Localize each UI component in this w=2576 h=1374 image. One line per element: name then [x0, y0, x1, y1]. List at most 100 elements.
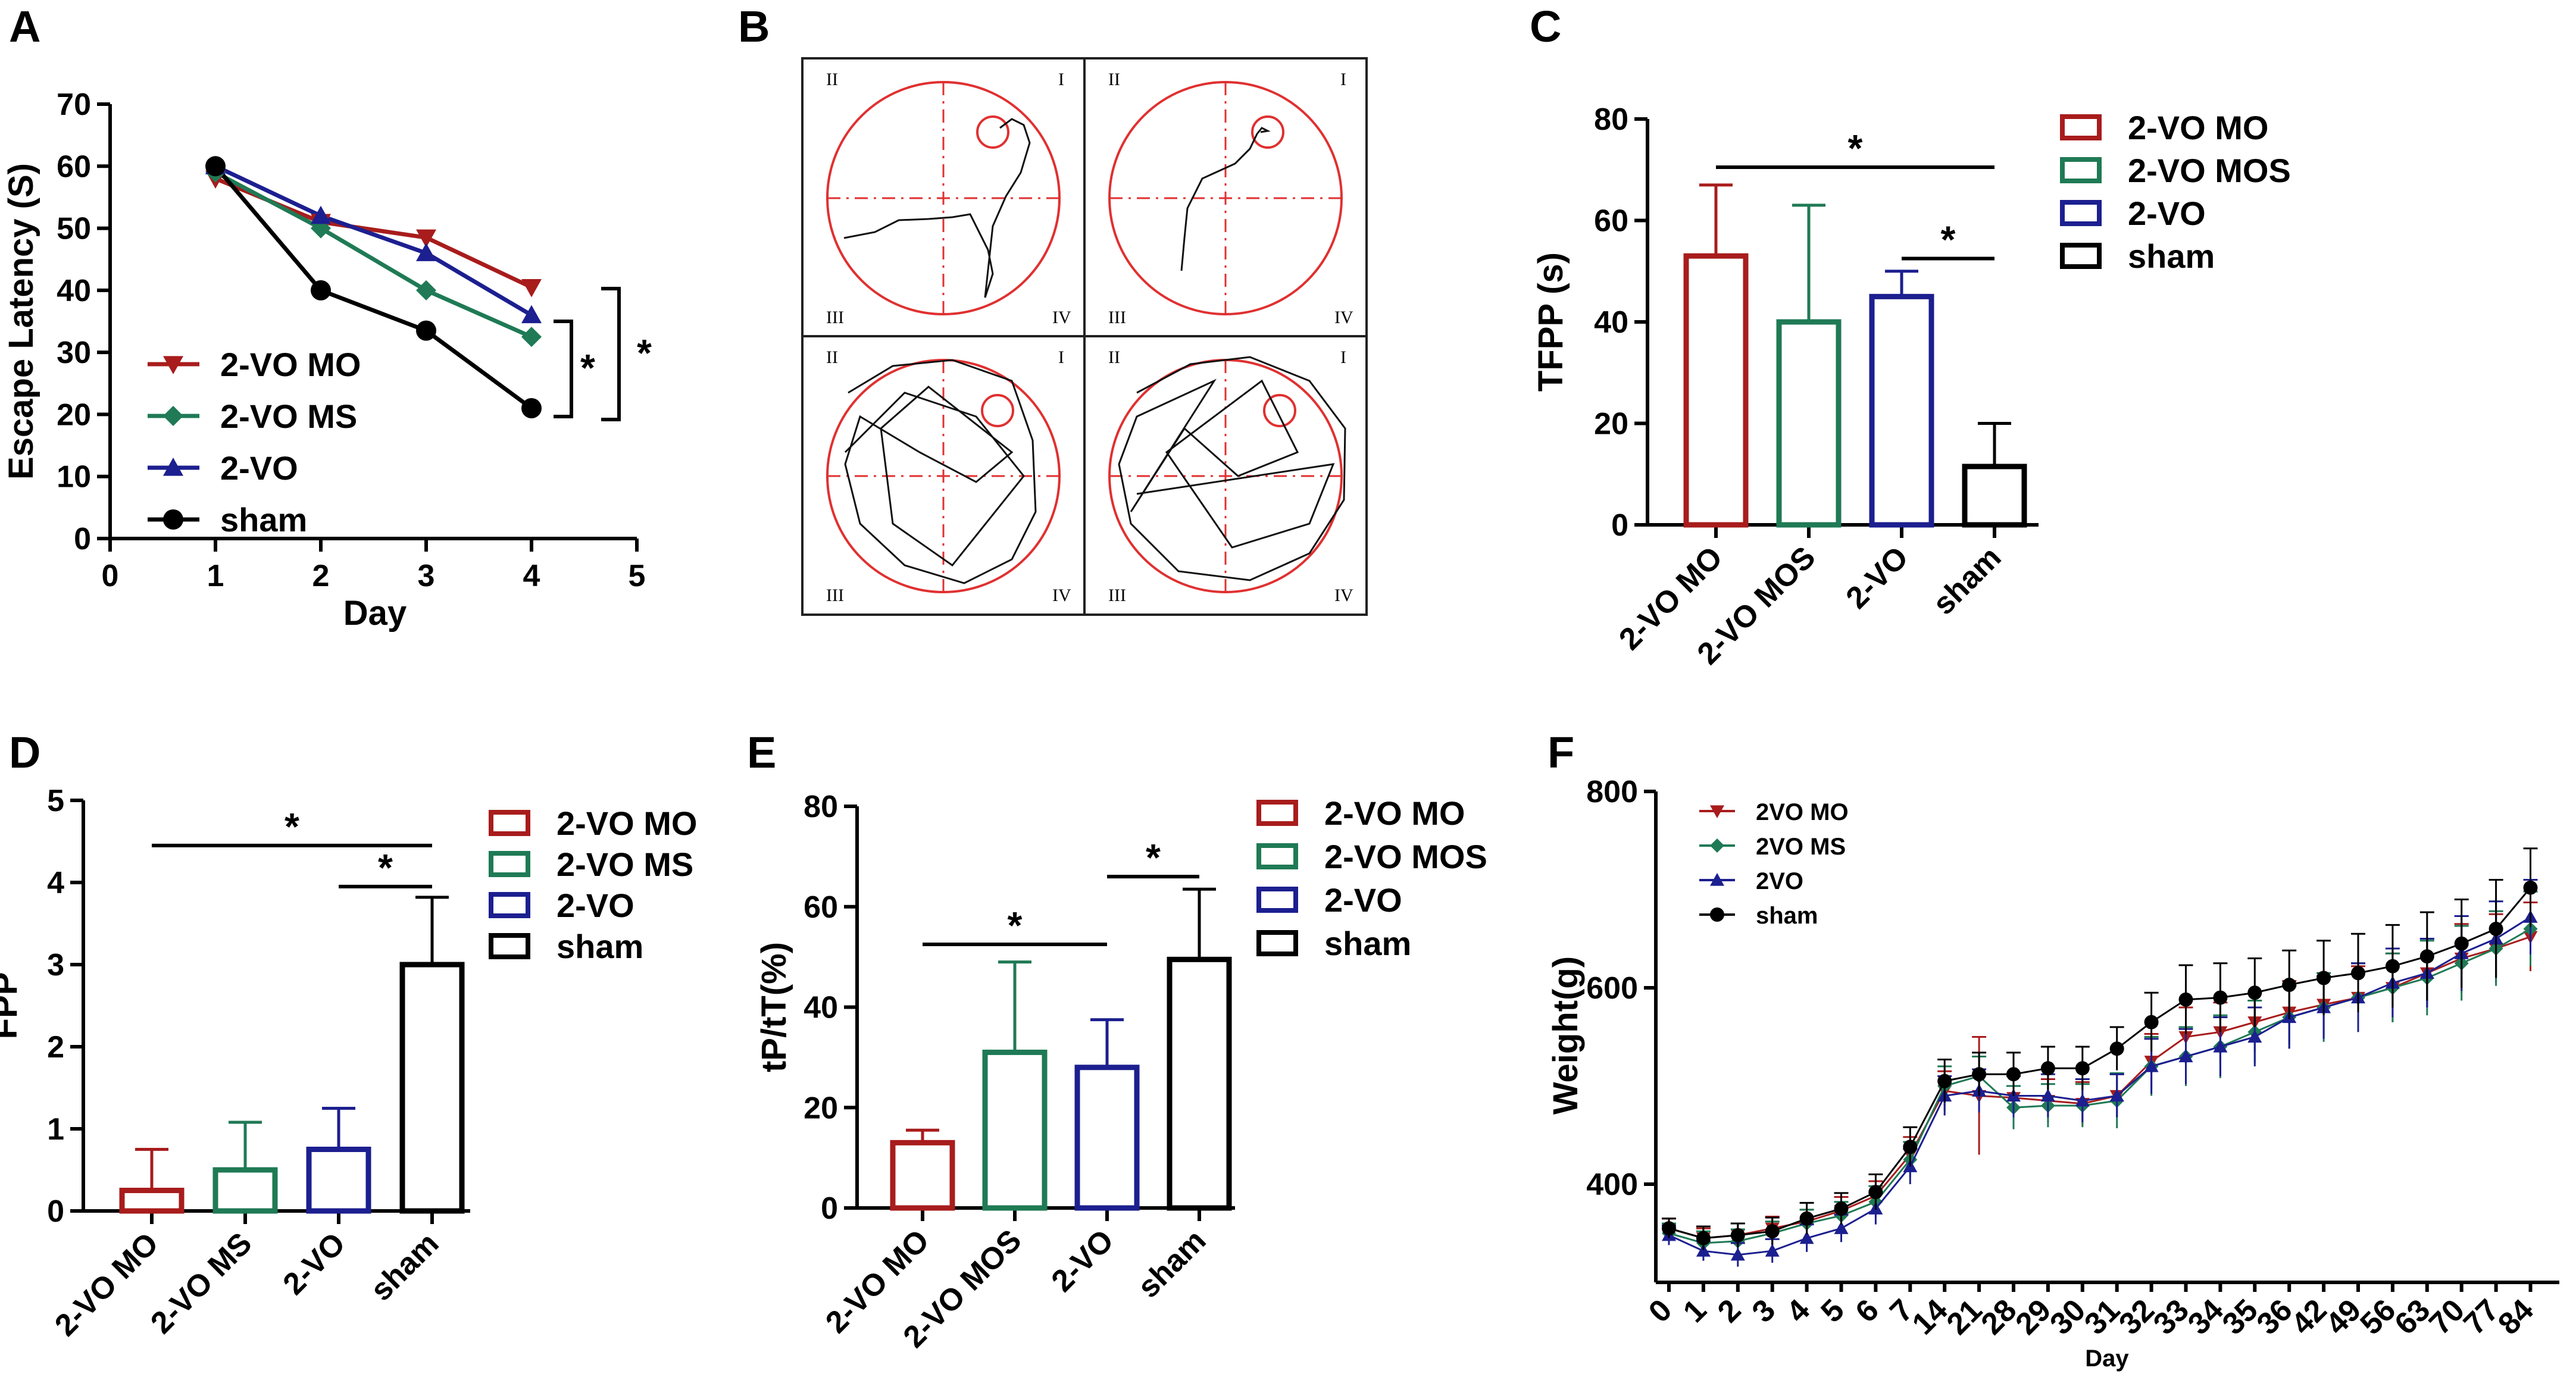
point-2vo-day-2	[1730, 1247, 1745, 1261]
panel-a-x-axis-title: Day	[343, 594, 407, 633]
point-sham-day-3	[416, 320, 436, 341]
legend-swatch-2-vo-mo	[1256, 800, 1298, 826]
quadrant-label-ii: II	[1108, 70, 1120, 89]
bar-2-vo-mo	[119, 1188, 185, 1214]
panel-label-b: B	[738, 2, 770, 51]
legend-label-2-vo-mos: 2-VO MOS	[1324, 838, 1487, 875]
panel-a-legend: 2-VO MO 2-VO MS 2-VO sham	[148, 346, 361, 539]
panel-e-y-tick-label: 80	[804, 790, 838, 824]
point-2vo-day-35	[2247, 1029, 2262, 1043]
panel-a-y-tick-label: 60	[57, 149, 91, 184]
point-sham-day-1	[1696, 1231, 1711, 1245]
legend-label-2-vo-ms: 2-VO MS	[557, 846, 693, 883]
panel-d-y-tick-label: 1	[47, 1112, 64, 1147]
legend-swatch-2-vo-mos	[2060, 157, 2102, 183]
point-sham-day-31	[2109, 1041, 2124, 1056]
point-sham-day-2	[1730, 1228, 1745, 1242]
point-2-vo-day-3	[416, 243, 436, 261]
legend-label-sham: sham	[557, 928, 643, 965]
bar-2-vo-mo	[1683, 253, 1749, 528]
point-sham-day-1	[205, 156, 226, 177]
bar-sham	[1962, 464, 2027, 528]
bar-2-vo-mos	[982, 1049, 1048, 1211]
quadrant-label-i: I	[1058, 70, 1064, 89]
point-sham-day-33	[2178, 992, 2193, 1007]
legend-swatch-2-vo-ms	[489, 851, 530, 877]
legend-label-2-vo: 2-VO	[220, 449, 298, 487]
panel-d-fpp-chart: 0 1 2 3 4 5 FPP 2-VO MO 2-VO MS 2-VO sham 2-VO MO 2…	[0, 784, 697, 1343]
significance-star: *	[1008, 904, 1023, 947]
point-sham-day-28	[2006, 1067, 2021, 1082]
panel-d-significance: **	[152, 805, 432, 889]
panel-f-x-axis-title: Day	[2085, 1345, 2129, 1372]
panel-f-y-axis-title: Weight(g)	[1546, 956, 1585, 1115]
point-2-vo-ms-day-3	[416, 280, 436, 301]
point-2-vo-day-4	[521, 305, 542, 324]
panel-d-y-axis-title: FPP	[0, 972, 24, 1040]
panel-a-escape-latency-chart: 0 10 20 30 40 50 60 70 0 1 2 3 4 5 Day Escape Latency (…	[2, 87, 652, 633]
significance-bracket-inner	[554, 320, 573, 418]
panel-a-significance: * *	[554, 287, 652, 421]
panel-e-marks	[890, 887, 1232, 1211]
legend-label-2-vo: 2-VO	[2128, 195, 2206, 232]
panel-f-marks	[1662, 847, 2538, 1267]
legend-swatch-sham	[1256, 930, 1298, 956]
quadrant-label-ii: II	[826, 348, 838, 367]
point-2vo-day-31	[2109, 1088, 2124, 1102]
point-2-vo-mo-day-3	[416, 229, 436, 248]
quadrant-label-i: I	[1340, 70, 1346, 89]
legend-marker-2vo-ms	[1710, 838, 1724, 853]
series-line-2-vo-ms	[214, 170, 533, 339]
point-2vo-day-32	[2144, 1059, 2159, 1072]
point-2-vo-day-2	[311, 205, 331, 224]
legend-label-2-vo-mo: 2-VO MO	[220, 346, 361, 383]
panel-a-marks	[205, 156, 542, 418]
legend-label-sham: sham	[1756, 903, 1818, 929]
panel-label-c: C	[1530, 2, 1561, 51]
point-2-vo-mo-day-4	[521, 279, 542, 298]
quadrant-label-iv: IV	[1334, 308, 1353, 327]
series-line-2-vo	[214, 164, 533, 317]
panel-c-y-axis-title: TFPP (s)	[1531, 252, 1570, 392]
bar-2-vo-mos	[1776, 319, 1842, 528]
panel-label-d: D	[9, 728, 40, 777]
panel-e-y-tick-label: 60	[804, 890, 838, 925]
legend-label-2-vo-mo: 2-VO MO	[557, 805, 697, 842]
panel-d-y-tick-label: 4	[47, 866, 64, 900]
panel-a-y-tick-label: 0	[74, 522, 91, 556]
panel-c-marks	[1683, 183, 2027, 528]
panel-a-x-tick-label: 1	[207, 559, 224, 593]
series-line-2vo	[1668, 916, 2531, 1256]
legend-label-2-vo-mos: 2-VO MOS	[2128, 152, 2291, 189]
point-sham-day-14	[1937, 1073, 1952, 1088]
panel-e-y-tick-label: 40	[804, 991, 838, 1025]
panel-e-legend: 2-VO MO 2-VO MOS 2-VO sham	[1256, 794, 1487, 962]
panel-a-y-tick-label: 20	[57, 398, 91, 432]
panel-a-y-tick-label: 10	[57, 460, 91, 494]
point-2-vo-ms-day-4	[521, 327, 542, 348]
quadrant-label-iv: IV	[1052, 308, 1071, 327]
quadrant-label-iii: III	[826, 308, 844, 327]
point-sham-day-36	[2282, 978, 2297, 993]
legend-marker-2vo-mo	[1710, 805, 1724, 818]
quadrant-label-iv: IV	[1334, 586, 1353, 605]
panel-a-x-tick-label: 0	[102, 559, 119, 593]
panel-f-y-tick-label: 600	[1586, 971, 1638, 1006]
legend-swatch-2-vo-mo	[2060, 114, 2102, 140]
swim-path	[1180, 127, 1271, 271]
point-sham-day-3	[1765, 1224, 1780, 1239]
panel-f-legend: 2VO MO 2VO MS 2VO sham	[1699, 799, 1849, 929]
panel-a-y-axis-title: Escape Latency (S)	[2, 163, 40, 480]
point-sham-day-4	[1799, 1211, 1814, 1226]
significance-bracket-outer	[601, 287, 621, 421]
point-2vo-day-5	[1834, 1221, 1849, 1234]
series-line-sham	[214, 165, 533, 410]
bar-2-vo	[306, 1147, 371, 1214]
panel-a-y-tick-label: 40	[57, 274, 91, 308]
point-sham-day-49	[2351, 966, 2365, 981]
panel-c-y-tick-label: 20	[1594, 407, 1628, 442]
